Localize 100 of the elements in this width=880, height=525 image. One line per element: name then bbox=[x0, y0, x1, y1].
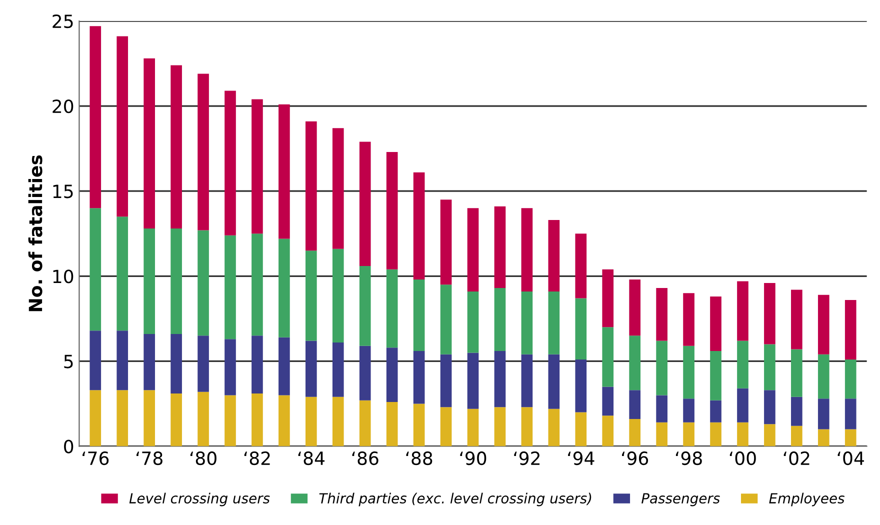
bar bbox=[278, 104, 290, 239]
bar bbox=[170, 334, 182, 394]
bar bbox=[306, 396, 317, 446]
bar bbox=[144, 58, 155, 229]
bar bbox=[548, 291, 560, 354]
bar bbox=[116, 36, 128, 217]
x-tick-label: ‘98 bbox=[676, 451, 702, 466]
bar bbox=[656, 340, 668, 396]
x-tick-label: ‘02 bbox=[784, 451, 810, 466]
bar bbox=[737, 340, 748, 388]
bar bbox=[198, 336, 209, 392]
y-tick-label: 5 bbox=[64, 354, 73, 368]
legend-label: Employees bbox=[769, 492, 844, 506]
bar bbox=[737, 422, 748, 446]
bar bbox=[332, 128, 344, 249]
x-tick-label: ‘00 bbox=[730, 451, 756, 466]
bar bbox=[359, 266, 371, 346]
bar bbox=[521, 291, 533, 354]
bar bbox=[548, 220, 560, 292]
bar bbox=[332, 342, 344, 397]
y-tick-label: 15 bbox=[53, 184, 73, 198]
bar bbox=[90, 26, 102, 208]
bar bbox=[170, 65, 182, 229]
x-tick-label: ‘96 bbox=[622, 451, 648, 466]
bar bbox=[629, 390, 640, 420]
bar bbox=[683, 293, 694, 346]
x-tick-label: ‘86 bbox=[352, 451, 378, 466]
bar bbox=[710, 350, 722, 400]
bar bbox=[278, 238, 290, 338]
bar bbox=[306, 340, 317, 397]
bar bbox=[413, 172, 425, 280]
bar bbox=[737, 281, 748, 341]
bar bbox=[602, 416, 614, 446]
x-tick-label: ‘82 bbox=[244, 451, 270, 466]
legend-label: Passengers bbox=[642, 493, 720, 506]
bar bbox=[629, 336, 640, 390]
bar bbox=[306, 121, 317, 251]
bar bbox=[844, 429, 856, 446]
bar bbox=[224, 235, 236, 340]
bar bbox=[116, 330, 128, 390]
bar bbox=[440, 407, 452, 446]
bar bbox=[224, 339, 236, 396]
bar bbox=[116, 390, 128, 446]
bar bbox=[683, 346, 694, 399]
bar bbox=[386, 152, 398, 270]
bar bbox=[818, 354, 830, 399]
bar bbox=[440, 200, 452, 285]
bar bbox=[602, 269, 614, 328]
bar bbox=[332, 396, 344, 446]
bar bbox=[90, 330, 102, 390]
bar bbox=[413, 350, 425, 404]
bar bbox=[278, 337, 290, 396]
bar bbox=[602, 327, 614, 387]
bar bbox=[252, 234, 263, 336]
bar bbox=[629, 419, 640, 446]
bar bbox=[90, 390, 102, 446]
bar bbox=[818, 398, 830, 430]
bar bbox=[710, 422, 722, 446]
bar bbox=[629, 280, 640, 336]
bar bbox=[467, 208, 479, 292]
bar bbox=[818, 294, 830, 354]
bar bbox=[575, 360, 587, 412]
bar bbox=[575, 298, 587, 360]
x-tick-label: ‘92 bbox=[514, 451, 540, 466]
bar bbox=[170, 394, 182, 446]
bar bbox=[818, 429, 830, 446]
bar bbox=[440, 354, 452, 408]
bar bbox=[359, 142, 371, 266]
bar bbox=[791, 426, 802, 446]
bar bbox=[386, 348, 398, 402]
bar bbox=[144, 334, 155, 390]
bar bbox=[602, 386, 614, 416]
bar bbox=[116, 216, 128, 331]
bar bbox=[494, 206, 506, 288]
bar bbox=[521, 208, 533, 292]
x-tick-label: ‘84 bbox=[298, 451, 325, 466]
bar bbox=[844, 300, 856, 360]
x-tick-label: ‘88 bbox=[406, 451, 432, 466]
bar bbox=[494, 407, 506, 446]
bar bbox=[306, 250, 317, 341]
bar bbox=[575, 234, 587, 298]
bar bbox=[252, 99, 263, 234]
bar bbox=[548, 354, 560, 409]
y-axis-title: No. of fatalities bbox=[28, 155, 42, 312]
bar bbox=[710, 296, 722, 351]
bar bbox=[683, 422, 694, 446]
bar bbox=[683, 398, 694, 422]
bar bbox=[467, 408, 479, 446]
bar bbox=[144, 228, 155, 334]
bar bbox=[90, 208, 102, 331]
y-tick-label: 10 bbox=[53, 270, 74, 284]
bar bbox=[656, 395, 668, 422]
bar bbox=[791, 290, 802, 350]
bar bbox=[764, 390, 776, 424]
bar bbox=[791, 396, 802, 426]
bar bbox=[656, 288, 668, 341]
bar bbox=[548, 408, 560, 446]
x-tick-label: ‘76 bbox=[82, 451, 109, 466]
y-tick-label: 20 bbox=[52, 100, 74, 114]
bar bbox=[656, 422, 668, 446]
